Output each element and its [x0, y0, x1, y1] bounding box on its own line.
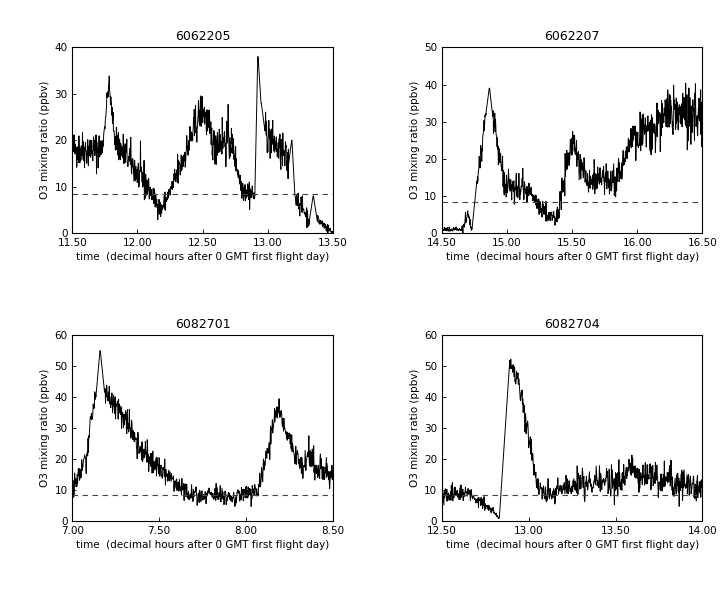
- X-axis label: time  (decimal hours after 0 GMT first flight day): time (decimal hours after 0 GMT first fl…: [76, 540, 329, 550]
- Y-axis label: O3 mixing ratio (ppbv): O3 mixing ratio (ppbv): [41, 81, 50, 200]
- X-axis label: time  (decimal hours after 0 GMT first flight day): time (decimal hours after 0 GMT first fl…: [76, 252, 329, 262]
- Y-axis label: O3 mixing ratio (ppbv): O3 mixing ratio (ppbv): [410, 369, 420, 487]
- Title: 6082701: 6082701: [174, 318, 230, 332]
- Title: 6082704: 6082704: [544, 318, 600, 332]
- X-axis label: time  (decimal hours after 0 GMT first flight day): time (decimal hours after 0 GMT first fl…: [445, 540, 699, 550]
- X-axis label: time  (decimal hours after 0 GMT first flight day): time (decimal hours after 0 GMT first fl…: [445, 252, 699, 262]
- Y-axis label: O3 mixing ratio (ppbv): O3 mixing ratio (ppbv): [41, 369, 50, 487]
- Title: 6062207: 6062207: [544, 30, 600, 43]
- Y-axis label: O3 mixing ratio (ppbv): O3 mixing ratio (ppbv): [410, 81, 420, 200]
- Title: 6062205: 6062205: [174, 30, 230, 43]
